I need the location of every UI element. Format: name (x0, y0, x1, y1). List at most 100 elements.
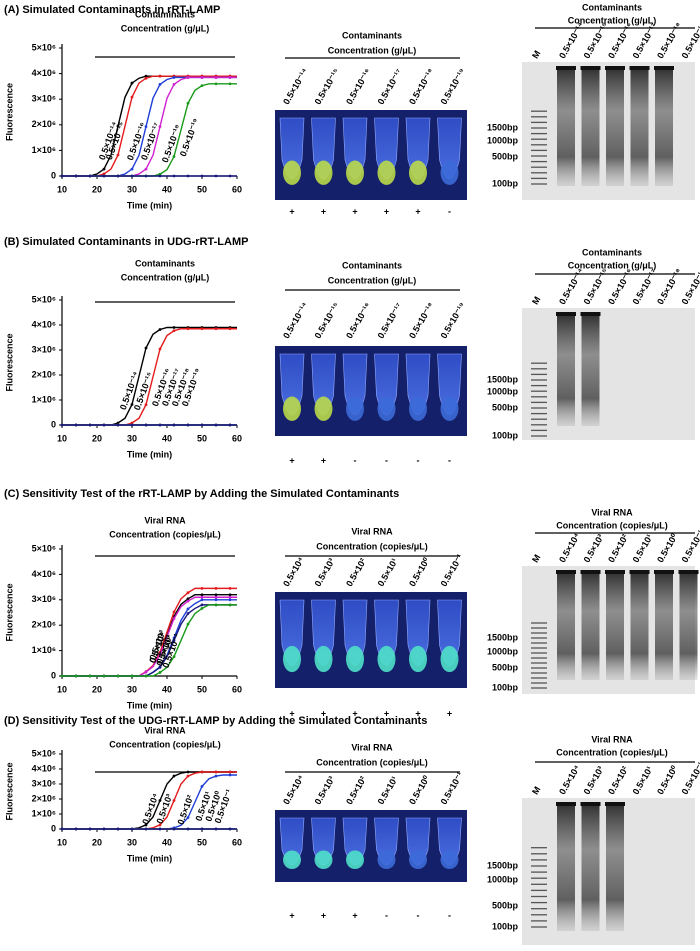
series-marker (214, 593, 218, 597)
series-marker (88, 674, 92, 678)
series-marker (228, 827, 232, 831)
tube-liquid (377, 160, 396, 185)
gel-well (556, 66, 576, 70)
y-tick-label: 3×10⁶ (32, 344, 56, 354)
gel-marker-label: 1000bp (487, 135, 519, 145)
tube-liquid (283, 396, 301, 421)
gel-marker-label: 1000bp (487, 646, 519, 656)
tubes-header: Contaminants (342, 30, 402, 40)
gel-well (629, 66, 650, 70)
tube-result: + (352, 910, 357, 920)
series-marker (186, 827, 190, 831)
series-line (62, 599, 237, 677)
tube-result: + (352, 206, 357, 216)
gel-well (556, 802, 576, 806)
series-marker (144, 823, 148, 827)
tube-result: + (321, 910, 326, 920)
tube-label: 0.5×10⁻¹⁶ (344, 301, 372, 340)
series-marker (186, 622, 190, 626)
tube-label: 0.5×10² (344, 775, 368, 807)
gel-lane-label: 0.5×10⁻¹ (680, 528, 700, 564)
gel-marker-label: 1000bp (487, 386, 519, 396)
series-marker (228, 423, 232, 427)
series-marker (186, 774, 190, 778)
x-tick-label: 10 (57, 184, 67, 194)
gel-lane-label: M (530, 49, 542, 60)
tube-result: - (417, 910, 420, 920)
series-marker (130, 827, 134, 831)
series-line (62, 594, 237, 677)
tube-liquid (409, 396, 427, 421)
series-marker (200, 174, 204, 178)
series-marker (158, 423, 162, 427)
series-marker (214, 827, 218, 831)
tube-liquid (377, 645, 396, 673)
x-tick-label: 20 (92, 837, 102, 847)
gel-lane-label: 0.5×10¹ (631, 533, 655, 565)
tubes-header: Viral RNA (351, 742, 393, 752)
series-marker (186, 599, 190, 603)
gel-smear (655, 574, 673, 680)
series-marker (228, 593, 232, 597)
series-marker (158, 174, 162, 178)
panel-title: (B) Simulated Contaminants in UDG-rRT-LA… (4, 236, 248, 248)
chart-header: Concentration (copies/μL) (109, 739, 221, 749)
tube-label: 0.5×10⁻¹ (439, 552, 465, 588)
series-marker (102, 172, 106, 176)
series-marker (172, 827, 176, 831)
tube-result: + (384, 708, 389, 718)
gel-lane-label: 0.5×10⁻¹ (680, 760, 700, 796)
series-marker (200, 607, 204, 610)
tube-label: 0.5×10³ (313, 775, 337, 807)
gel-marker-label: 500bp (492, 662, 519, 672)
series-marker (228, 82, 232, 86)
series-marker (200, 770, 204, 774)
tube-result: - (448, 206, 451, 216)
x-axis-label: Time (min) (127, 700, 172, 710)
series-marker (172, 82, 176, 86)
gel-smear (557, 574, 575, 680)
tube-liquid (440, 850, 459, 870)
series-marker (214, 586, 218, 590)
gel-smear (679, 574, 698, 680)
gel-lane-label: M (530, 553, 542, 564)
series-marker (144, 74, 148, 78)
tube-label: 0.5×10² (344, 557, 368, 589)
series-marker (74, 674, 78, 678)
tube-result: - (448, 910, 451, 920)
y-tick-label: 0 (51, 170, 56, 180)
tube-liquid (377, 850, 396, 870)
tube-label: 0.5×10⁻¹⁹ (439, 67, 468, 106)
series-marker (116, 674, 120, 678)
tube-result: - (417, 455, 420, 465)
series-marker (74, 827, 78, 831)
tube-liquid (346, 645, 364, 673)
gel-lane-label: 0.5×10³ (582, 533, 606, 565)
panel-title: (D) Sensitivity Test of the UDG-rRT-LAMP… (4, 715, 427, 727)
series-marker (172, 155, 176, 158)
series-marker (158, 82, 162, 86)
tube-label: 0.5×10⁰ (407, 774, 432, 807)
gel-lane-label: 0.5×10⁴ (557, 763, 582, 796)
tube-result: + (321, 708, 326, 718)
series-marker (200, 785, 204, 788)
series-marker (158, 799, 162, 802)
y-tick-label: 5×10⁶ (32, 748, 56, 758)
y-tick-label: 3×10⁶ (32, 94, 56, 104)
gel-smear (630, 70, 649, 186)
gel-smear (606, 70, 624, 186)
gel-well (605, 570, 625, 574)
x-tick-label: 30 (127, 684, 137, 694)
gel-marker-label: 500bp (492, 900, 519, 910)
tube-liquid (440, 645, 459, 673)
tube-liquid (314, 645, 333, 673)
gel-marker-label: 1500bp (487, 122, 519, 132)
series-marker (144, 76, 148, 80)
y-tick-label: 4×10⁶ (32, 319, 56, 329)
tube-label: 0.5×10⁻¹⁵ (313, 67, 342, 106)
x-tick-label: 40 (162, 184, 172, 194)
x-axis-label: Time (min) (127, 200, 172, 210)
series-label: 0.5×10⁻¹⁹ (178, 117, 201, 158)
panel-title: (A) Simulated Contaminants in rRT-LAMP (4, 4, 220, 16)
series-marker (158, 125, 162, 128)
